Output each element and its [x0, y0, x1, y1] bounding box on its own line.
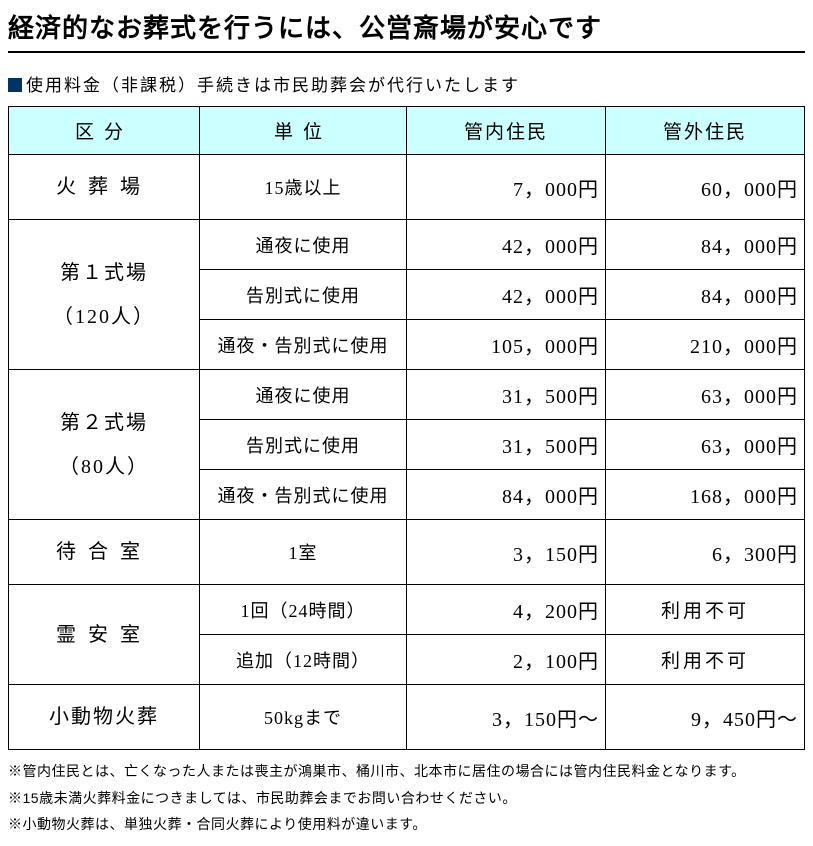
unit-cell: 通夜に使用	[200, 220, 407, 270]
table-header-row: 区分 単位 管内住民 管外住民	[9, 107, 805, 155]
nonlocal-price-cell: 84，000円	[605, 220, 804, 270]
table-row: 第２式場（80人）通夜に使用31，500円63，000円	[9, 370, 805, 420]
category-cell: 待合室	[9, 520, 200, 585]
local-price-cell: 4，200円	[406, 585, 605, 635]
unit-cell: 告別式に使用	[200, 270, 407, 320]
fee-table: 区分 単位 管内住民 管外住民 火葬場15歳以上7，000円60，000円第１式…	[8, 106, 805, 750]
nonlocal-price-cell: 60，000円	[605, 155, 804, 220]
note-line: ※管内住民とは、亡くなった人または喪主が鴻巣市、桶川市、北本市に居住の場合には管…	[8, 758, 805, 785]
note-line: ※小動物火葬は、単独火葬・合同火葬により使用料が違います。	[8, 811, 805, 838]
local-price-cell: 84，000円	[406, 470, 605, 520]
category-cell: 第１式場（120人）	[9, 220, 200, 370]
nonlocal-price-cell: 210，000円	[605, 320, 804, 370]
table-row: 待合室1室3，150円6，300円	[9, 520, 805, 585]
local-price-cell: 31，500円	[406, 420, 605, 470]
col-nonlocal: 管外住民	[605, 107, 804, 155]
unit-cell: 告別式に使用	[200, 420, 407, 470]
page-title: 経済的なお葬式を行うには、公営斎場が安心です	[8, 8, 805, 53]
nonlocal-price-cell: 利用不可	[605, 585, 804, 635]
local-price-cell: 42，000円	[406, 270, 605, 320]
unit-cell: 1室	[200, 520, 407, 585]
col-local: 管内住民	[406, 107, 605, 155]
category-cell: 第２式場（80人）	[9, 370, 200, 520]
category-cell: 火葬場	[9, 155, 200, 220]
nonlocal-price-cell: 9，450円～	[605, 685, 804, 750]
table-row: 火葬場15歳以上7，000円60，000円	[9, 155, 805, 220]
unit-cell: 通夜に使用	[200, 370, 407, 420]
nonlocal-price-cell: 63，000円	[605, 370, 804, 420]
unit-cell: 50kgまで	[200, 685, 407, 750]
table-row: 霊安室1回（24時間）4，200円利用不可	[9, 585, 805, 635]
category-cell: 霊安室	[9, 585, 200, 685]
local-price-cell: 42，000円	[406, 220, 605, 270]
note-line: ※15歳未満火葬料金につきましては、市民助葬会までお問い合わせください。	[8, 785, 805, 812]
subtitle: 使用料金（非課税）手続きは市民助葬会が代行いたします	[8, 71, 805, 96]
table-row: 小動物火葬50kgまで3，150円～9，450円～	[9, 685, 805, 750]
nonlocal-price-cell: 168，000円	[605, 470, 804, 520]
subtitle-text: 使用料金（非課税）手続きは市民助葬会が代行いたします	[26, 76, 520, 95]
nonlocal-price-cell: 63，000円	[605, 420, 804, 470]
category-cell: 小動物火葬	[9, 685, 200, 750]
nonlocal-price-cell: 84，000円	[605, 270, 804, 320]
unit-cell: 追加（12時間）	[200, 635, 407, 685]
table-row: 第１式場（120人）通夜に使用42，000円84，000円	[9, 220, 805, 270]
col-unit: 単位	[200, 107, 407, 155]
nonlocal-price-cell: 利用不可	[605, 635, 804, 685]
unit-cell: 15歳以上	[200, 155, 407, 220]
local-price-cell: 3，150円～	[406, 685, 605, 750]
local-price-cell: 31，500円	[406, 370, 605, 420]
unit-cell: 通夜・告別式に使用	[200, 320, 407, 370]
local-price-cell: 7，000円	[406, 155, 605, 220]
notes: ※管内住民とは、亡くなった人または喪主が鴻巣市、桶川市、北本市に居住の場合には管…	[8, 758, 805, 838]
local-price-cell: 2，100円	[406, 635, 605, 685]
col-category: 区分	[9, 107, 200, 155]
unit-cell: 1回（24時間）	[200, 585, 407, 635]
unit-cell: 通夜・告別式に使用	[200, 470, 407, 520]
square-bullet-icon	[8, 78, 22, 92]
local-price-cell: 3，150円	[406, 520, 605, 585]
local-price-cell: 105，000円	[406, 320, 605, 370]
nonlocal-price-cell: 6，300円	[605, 520, 804, 585]
